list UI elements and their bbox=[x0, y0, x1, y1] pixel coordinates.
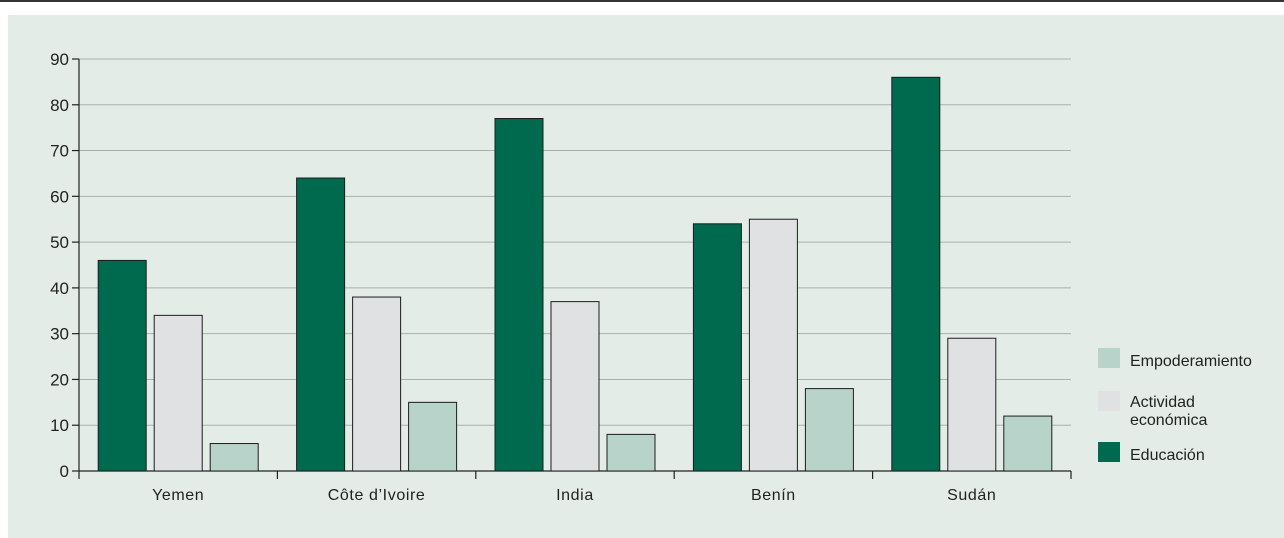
bar-educacion bbox=[297, 178, 345, 471]
bar-educacion bbox=[495, 119, 543, 471]
y-tick-label: 30 bbox=[50, 325, 69, 344]
bar-empoderamiento bbox=[607, 434, 655, 471]
legend-label-actividad-economica: Actividad económica bbox=[1130, 394, 1207, 429]
y-tick-label: 90 bbox=[50, 50, 69, 69]
bar-educacion bbox=[693, 224, 741, 471]
bar-actividad-economica bbox=[353, 297, 401, 471]
bar-actividad-economica bbox=[551, 302, 599, 471]
y-tick-label: 70 bbox=[50, 142, 69, 161]
y-tick-label: 0 bbox=[60, 462, 69, 481]
y-tick-label: 40 bbox=[50, 279, 69, 298]
bar-actividad-economica bbox=[749, 219, 797, 471]
bar-empoderamiento bbox=[1004, 416, 1052, 471]
bar-actividad-economica bbox=[154, 315, 202, 471]
category-label: Sudán bbox=[947, 487, 996, 504]
bar-empoderamiento bbox=[210, 444, 258, 471]
category-label: Côte d’Ivoire bbox=[328, 487, 426, 504]
category-label: India bbox=[556, 487, 594, 504]
legend-label-empoderamiento: Empoderamiento bbox=[1130, 353, 1252, 370]
y-tick-label: 20 bbox=[50, 370, 69, 389]
bar-empoderamiento bbox=[409, 402, 457, 471]
category-label: Yemen bbox=[152, 487, 204, 504]
y-tick-label: 50 bbox=[50, 233, 69, 252]
category-label: Benín bbox=[751, 487, 796, 504]
y-tick-label: 80 bbox=[50, 96, 69, 115]
legend-swatch-actividad-economica bbox=[1098, 391, 1120, 411]
y-tick-label: 10 bbox=[50, 416, 69, 435]
bar-actividad-economica bbox=[948, 338, 996, 471]
bar-empoderamiento bbox=[805, 389, 853, 471]
bar-educacion bbox=[892, 77, 940, 471]
legend-swatch-educacion bbox=[1098, 442, 1120, 462]
bar-educacion bbox=[98, 260, 146, 471]
y-tick-label: 60 bbox=[50, 187, 69, 206]
legend-swatch-empoderamiento bbox=[1098, 348, 1120, 368]
legend-label-educacion: Educación bbox=[1130, 447, 1205, 464]
